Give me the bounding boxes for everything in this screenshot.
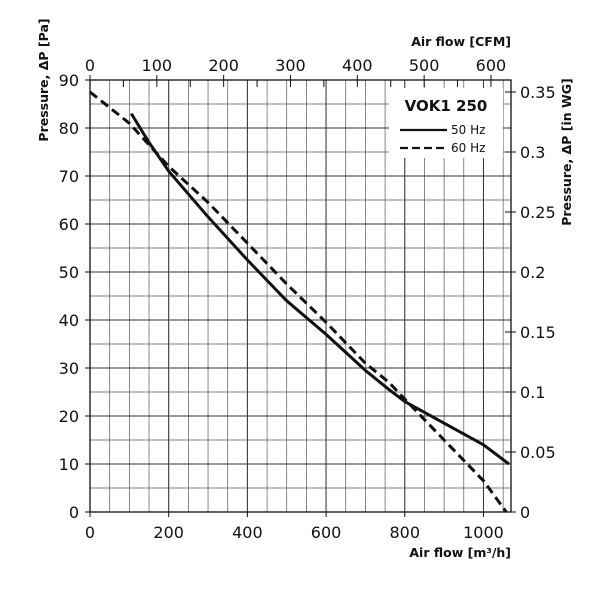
y-axis-label-right: Pressure, ΔP [in WG] — [559, 78, 574, 226]
top-tick-label: 100 — [142, 56, 173, 75]
left-tick-label: 50 — [59, 263, 79, 282]
top-tick-label: 400 — [342, 56, 373, 75]
y-axis-label-left: Pressure, ΔP [Pa] — [36, 18, 51, 141]
right-tick-label: 0 — [520, 503, 530, 522]
legend-title: VOK1 250 — [405, 97, 488, 115]
left-tick-label: 0 — [69, 503, 79, 522]
x-axis-label-bottom: Air flow [m³/h] — [409, 545, 511, 560]
series-layer — [89, 90, 510, 513]
left-tick-label: 90 — [59, 71, 79, 90]
top-tick-label: 200 — [208, 56, 239, 75]
right-tick-label: 0.05 — [520, 443, 556, 462]
series-line-60-hz — [89, 90, 508, 513]
bottom-tick-label: 0 — [85, 523, 95, 542]
left-tick-label: 70 — [59, 167, 79, 186]
legend-box — [389, 88, 503, 158]
left-tick-label: 20 — [59, 407, 79, 426]
bottom-tick-labels: 0 200 400 600 800 1000 — [85, 523, 504, 542]
left-tick-label: 40 — [59, 311, 79, 330]
right-tick-label: 0.2 — [520, 263, 545, 282]
right-tick-label: 0.1 — [520, 383, 545, 402]
x-axis-label-top: Air flow [CFM] — [411, 34, 511, 49]
right-tick-label: 0.25 — [520, 203, 556, 222]
plot-frame — [89, 79, 512, 513]
right-tick-label: 0.35 — [520, 83, 556, 102]
right-tick-label: 0.3 — [520, 143, 545, 162]
legend-label: 60 Hz — [451, 141, 485, 155]
legend-entries: 50 Hz 60 Hz — [400, 123, 485, 155]
right-tick-label: 0.15 — [520, 323, 556, 342]
bottom-tick-label: 800 — [389, 523, 420, 542]
left-tick-label: 80 — [59, 119, 79, 138]
top-tick-label: 300 — [275, 56, 306, 75]
bottom-tick-label: 200 — [153, 523, 184, 542]
bottom-tick-label: 1000 — [463, 523, 504, 542]
series-line-50-hz — [130, 112, 510, 466]
top-tick-labels: 0 100 200 300 400 500 600 — [85, 56, 506, 75]
right-tick-labels: 0 0.05 0.1 0.15 0.2 0.25 0.3 0.35 — [520, 83, 556, 522]
bottom-tick-label: 400 — [232, 523, 263, 542]
top-tick-label: 600 — [476, 56, 507, 75]
top-tick-label: 500 — [409, 56, 440, 75]
left-tick-label: 10 — [59, 455, 79, 474]
left-tick-labels: 0 10 20 30 40 50 60 70 80 90 — [59, 71, 79, 522]
bottom-tick-label: 600 — [311, 523, 342, 542]
legend: VOK1 250 50 Hz 60 Hz — [389, 88, 503, 158]
left-tick-label: 60 — [59, 215, 79, 234]
legend-label: 50 Hz — [451, 123, 485, 137]
left-tick-label: 30 — [59, 359, 79, 378]
top-tick-label: 0 — [85, 56, 95, 75]
